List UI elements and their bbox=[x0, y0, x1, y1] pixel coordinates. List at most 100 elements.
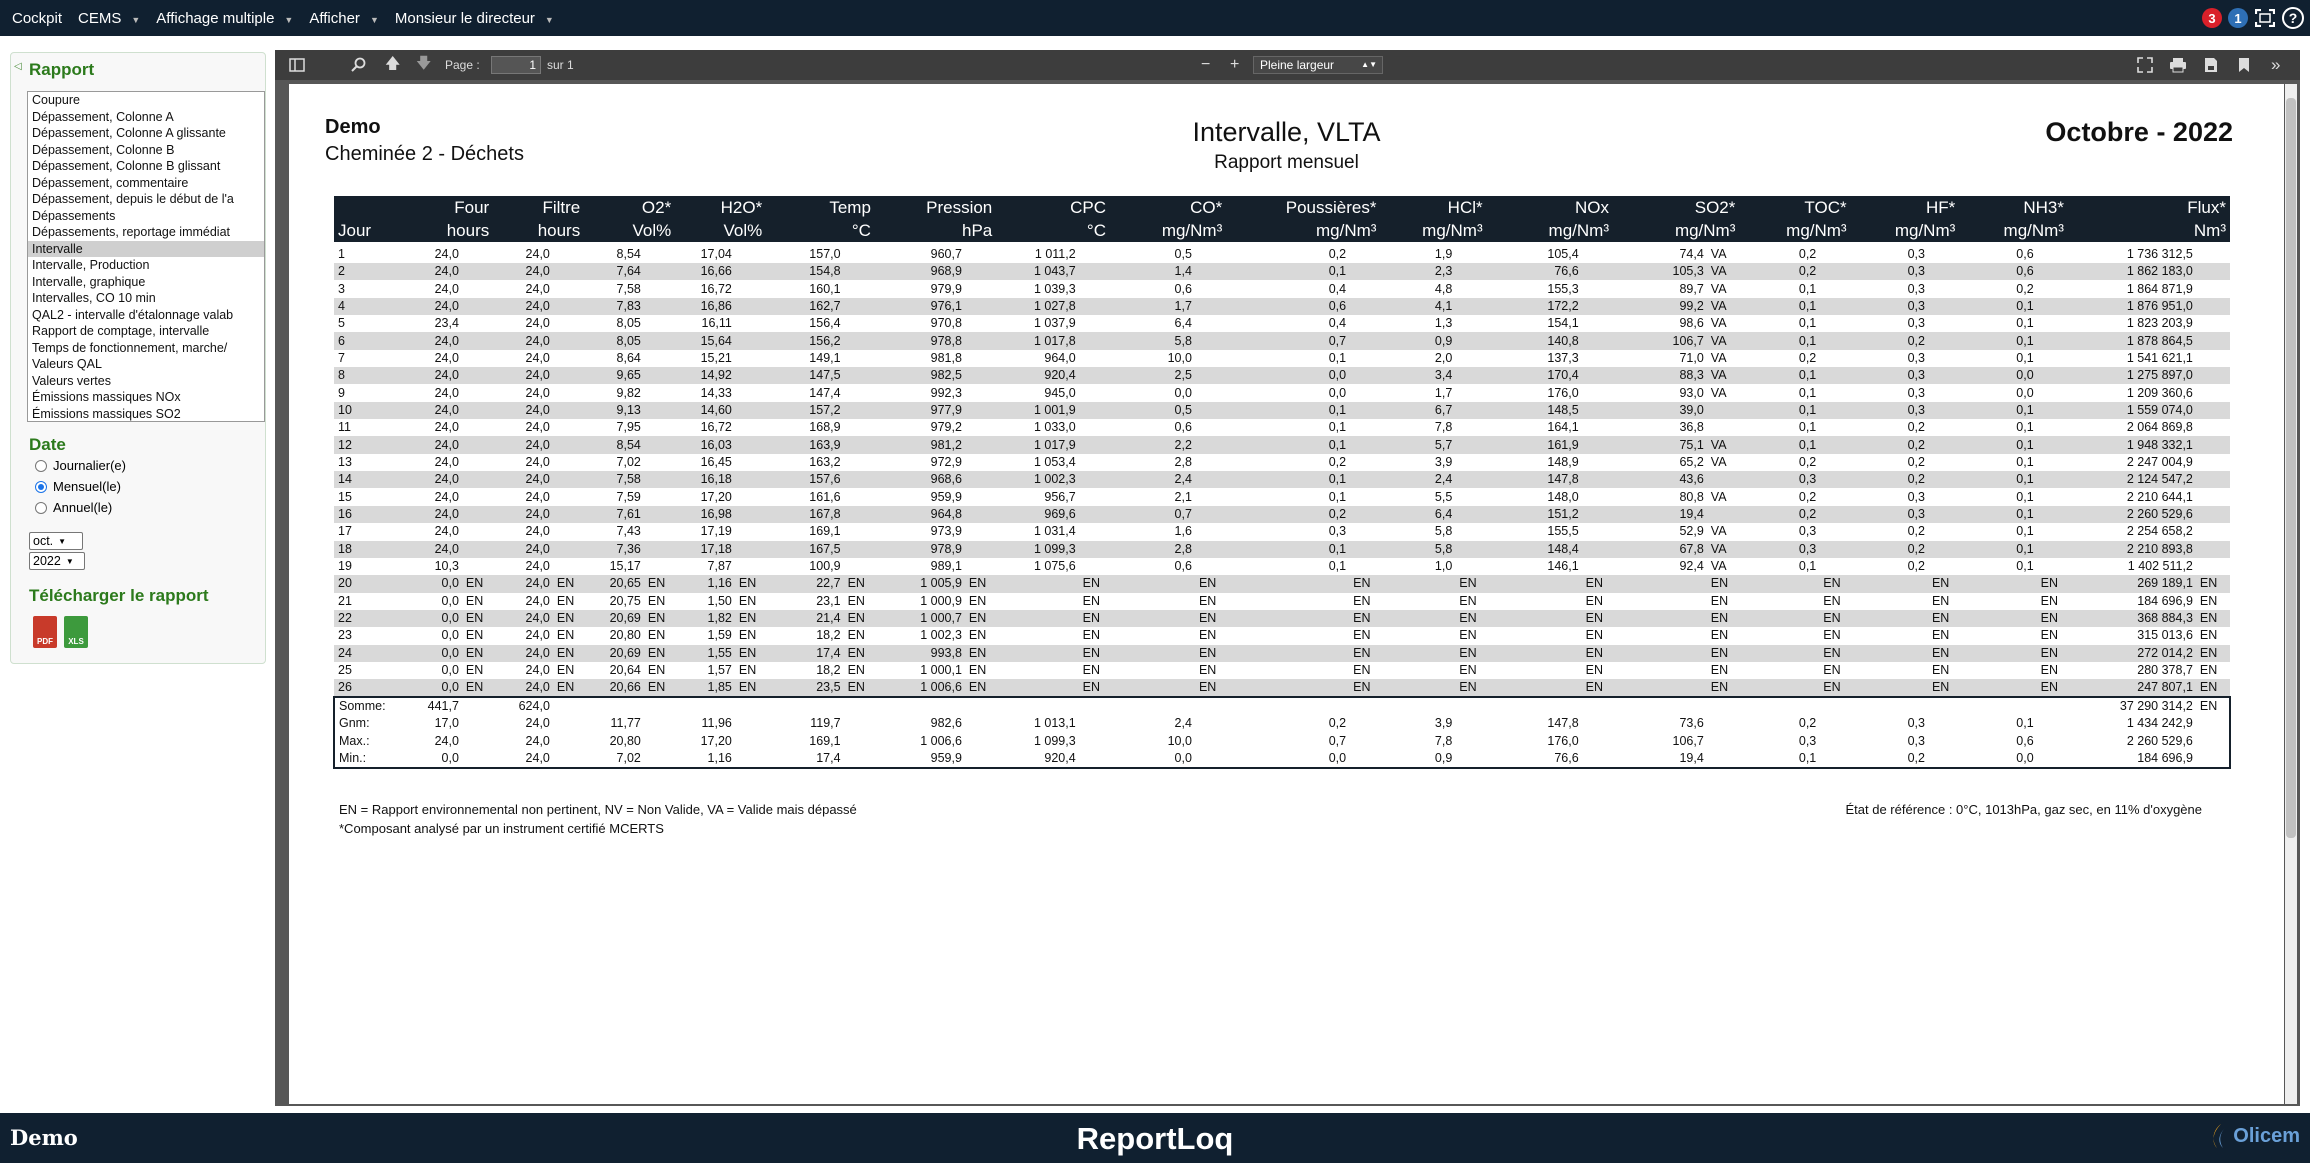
value-cell: 161,9 bbox=[1547, 437, 1579, 452]
column-header-unit: Jour bbox=[334, 220, 403, 246]
report-list-item[interactable]: Intervalle bbox=[28, 240, 264, 257]
report-list-item[interactable]: QAL2 - intervalle d'étalonnage valab bbox=[32, 307, 234, 322]
value-cell: 1 876 951,0 bbox=[2126, 298, 2193, 313]
sidebar-toggle-icon[interactable] bbox=[289, 50, 305, 80]
flag-cell bbox=[463, 384, 493, 401]
zoom-in-button[interactable]: + bbox=[1230, 56, 1240, 73]
pdf-download-icon[interactable]: PDF bbox=[33, 616, 57, 648]
flag-cell bbox=[845, 558, 875, 575]
next-page-icon[interactable]: 🡇 bbox=[416, 54, 432, 72]
month-select[interactable]: oct. ▼ bbox=[29, 532, 83, 550]
value-cell: 0,0 bbox=[441, 576, 459, 591]
value-cell: 106,7 bbox=[1672, 333, 1704, 348]
report-list-item[interactable]: Dépassement, Colonne A bbox=[32, 109, 174, 124]
period-radio-row[interactable]: Annuel(le) bbox=[35, 500, 112, 515]
value-cell: 0,6 bbox=[1328, 298, 1347, 313]
value-cell: 0,1 bbox=[1798, 420, 1817, 435]
report-list-item[interactable]: Coupure bbox=[32, 93, 80, 107]
report-list-item[interactable]: Temps de fonctionnement, marche/ bbox=[32, 340, 228, 355]
flag-cell bbox=[1583, 350, 1613, 367]
value-cell: 978,9 bbox=[930, 541, 962, 556]
alarm-badge[interactable]: 3 bbox=[2202, 8, 2222, 28]
flag-cell bbox=[1456, 436, 1486, 453]
presentation-mode-icon[interactable] bbox=[2137, 50, 2153, 80]
value-cell: 148,4 bbox=[1547, 541, 1579, 556]
report-list-item[interactable]: Dépassement, commentaire bbox=[32, 175, 189, 190]
flag-cell: EN bbox=[1353, 628, 1371, 643]
zoom-select[interactable]: Pleine largeur ▲▼ bbox=[1253, 56, 1383, 74]
report-list-item[interactable]: Rapport de comptage, intervalle bbox=[32, 324, 210, 338]
zoom-out-button[interactable]: − bbox=[1201, 56, 1211, 73]
viewer-scroll-thumb[interactable] bbox=[2286, 98, 2296, 838]
page-number-input[interactable]: 1 bbox=[491, 56, 541, 74]
tools-menu-icon[interactable]: » bbox=[2271, 55, 2281, 74]
report-list-item[interactable]: Dépassements bbox=[32, 208, 116, 223]
value-cell: 1 002,3 bbox=[920, 628, 962, 643]
value-cell: 155,3 bbox=[1547, 281, 1579, 296]
flag-cell bbox=[2038, 280, 2068, 297]
search-icon[interactable] bbox=[351, 50, 367, 80]
flag-cell bbox=[1583, 471, 1613, 488]
bookmark-icon[interactable] bbox=[2238, 50, 2250, 80]
period-radio-row[interactable]: Mensuel(le) bbox=[35, 479, 121, 494]
report-list-item[interactable]: Valeurs QAL bbox=[32, 357, 102, 371]
report-list-item[interactable]: Dépassements, reportage immédiat bbox=[32, 225, 231, 239]
report-list-item[interactable]: Émissions massiques NOx bbox=[32, 390, 181, 404]
value-cell: 1 075,6 bbox=[1033, 559, 1076, 574]
flag-cell bbox=[1350, 419, 1380, 436]
value-cell: 18,2 bbox=[816, 628, 841, 643]
value-cell: 0,2 bbox=[1328, 247, 1347, 261]
value-cell: 164,1 bbox=[1547, 420, 1579, 435]
report-list-item[interactable]: Dépassement, Colonne A glissante bbox=[32, 126, 226, 140]
menu-item-0[interactable]: Cockpit bbox=[6, 10, 68, 27]
radio-button[interactable] bbox=[35, 480, 47, 493]
flag-cell: EN bbox=[556, 628, 575, 643]
value-cell: 24,0 bbox=[525, 733, 550, 748]
xls-download-icon[interactable]: XLS bbox=[64, 616, 88, 648]
info-badge[interactable]: 1 bbox=[2228, 8, 2248, 28]
menu-item-1[interactable]: CEMS ▼ bbox=[72, 10, 146, 27]
report-list-item[interactable]: Valeurs vertes bbox=[32, 373, 111, 388]
report-listbox[interactable]: Coupure Dépassement, Colonne A Dépassement… bbox=[27, 91, 265, 422]
radio-button[interactable] bbox=[35, 459, 47, 472]
period-radio-row[interactable]: Journalier(e) bbox=[35, 458, 126, 473]
flag-cell bbox=[1820, 280, 1850, 297]
fullscreen-icon[interactable] bbox=[2254, 8, 2276, 28]
year-select[interactable]: 2022 ▼ bbox=[29, 552, 85, 570]
flag-cell bbox=[966, 298, 996, 315]
menu-item-3[interactable]: Afficher ▼ bbox=[303, 10, 385, 27]
flag-cell bbox=[645, 244, 675, 263]
report-list-item[interactable]: Intervalle, Production bbox=[32, 258, 150, 272]
print-icon[interactable] bbox=[2169, 50, 2187, 80]
value-cell: 16,03 bbox=[700, 437, 732, 452]
flag-cell bbox=[1929, 350, 1959, 367]
collapse-arrow-icon[interactable]: ◁ bbox=[14, 61, 22, 72]
value-cell: 3,4 bbox=[1434, 368, 1453, 383]
row-label: Min.: bbox=[332, 750, 403, 770]
value-cell bbox=[1380, 662, 1456, 679]
value-cell: 11,96 bbox=[701, 716, 732, 731]
flag-cell: EN bbox=[1353, 611, 1371, 626]
previous-page-icon[interactable]: 🡅 bbox=[385, 54, 401, 72]
help-icon[interactable]: ? bbox=[2282, 7, 2304, 29]
report-list-item[interactable]: Dépassement, Colonne B bbox=[32, 142, 175, 157]
report-list-item[interactable]: Émissions massiques SO2 bbox=[32, 406, 181, 421]
radio-button[interactable] bbox=[35, 501, 47, 514]
year-value: 2022 bbox=[33, 554, 61, 568]
menu-item-4[interactable]: Monsieur le directeur ▼ bbox=[389, 10, 560, 27]
download-icon[interactable] bbox=[2204, 50, 2218, 80]
menu-item-2[interactable]: Affichage multiple ▼ bbox=[150, 10, 299, 27]
report-list-item[interactable]: Intervalle, graphique bbox=[32, 274, 146, 289]
report-list-item[interactable]: Intervalles, CO 10 min bbox=[32, 291, 156, 305]
value-cell: 14,60 bbox=[700, 402, 732, 417]
flag-cell: EN bbox=[2199, 628, 2218, 643]
value-cell bbox=[996, 662, 1079, 679]
flag-cell bbox=[1350, 488, 1380, 505]
flag-cell bbox=[736, 332, 766, 349]
flag-cell bbox=[2038, 733, 2068, 750]
report-list-item[interactable]: Dépassement, Colonne B glissant bbox=[32, 159, 221, 173]
table-row: 3 24,0 24,0 7,58 16,72 160,1 979,9 1 039,3 0,6 0,… bbox=[334, 280, 2230, 297]
value-cell: 24,0 bbox=[525, 281, 550, 296]
report-list-item[interactable]: Dépassement, depuis le début de l'a bbox=[32, 192, 234, 206]
flag-cell bbox=[1583, 244, 1613, 263]
